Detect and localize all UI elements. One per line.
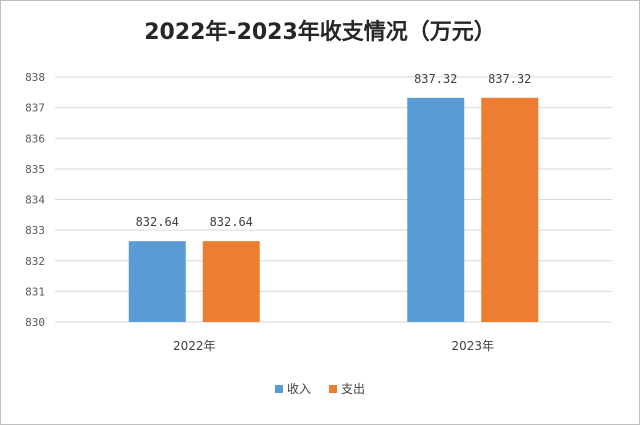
y-tick-label: 830: [25, 316, 45, 329]
bar: [481, 97, 539, 322]
legend-item-income: 收入: [274, 380, 311, 397]
y-tick-label: 835: [25, 163, 45, 176]
y-tick-label: 831: [25, 285, 45, 298]
y-tick-label: 834: [25, 194, 45, 207]
bar: [202, 241, 260, 322]
data-label: 837.32: [414, 72, 457, 86]
x-tick-label: 2022年: [173, 339, 216, 353]
legend-label: 收入: [286, 382, 311, 396]
bar: [128, 241, 186, 322]
bar: [407, 97, 465, 322]
y-tick-label: 833: [25, 224, 45, 237]
data-label: 837.32: [488, 72, 531, 86]
legend-swatch: [329, 384, 337, 393]
y-tick-label: 837: [25, 102, 45, 115]
y-tick-label: 838: [25, 71, 45, 84]
x-tick-label: 2023年: [451, 339, 494, 353]
data-label: 832.64: [210, 215, 253, 229]
data-label: 832.64: [136, 215, 179, 229]
chart-legend: 收入 支出: [0, 380, 640, 397]
y-tick-label: 836: [25, 132, 45, 145]
chart-title: 2022年-2023年收支情况（万元）: [144, 20, 496, 45]
legend-label: 支出: [341, 382, 366, 396]
legend-item-expense: 支出: [329, 380, 365, 397]
legend-swatch: [274, 384, 283, 393]
y-tick-label: 832: [25, 255, 45, 268]
